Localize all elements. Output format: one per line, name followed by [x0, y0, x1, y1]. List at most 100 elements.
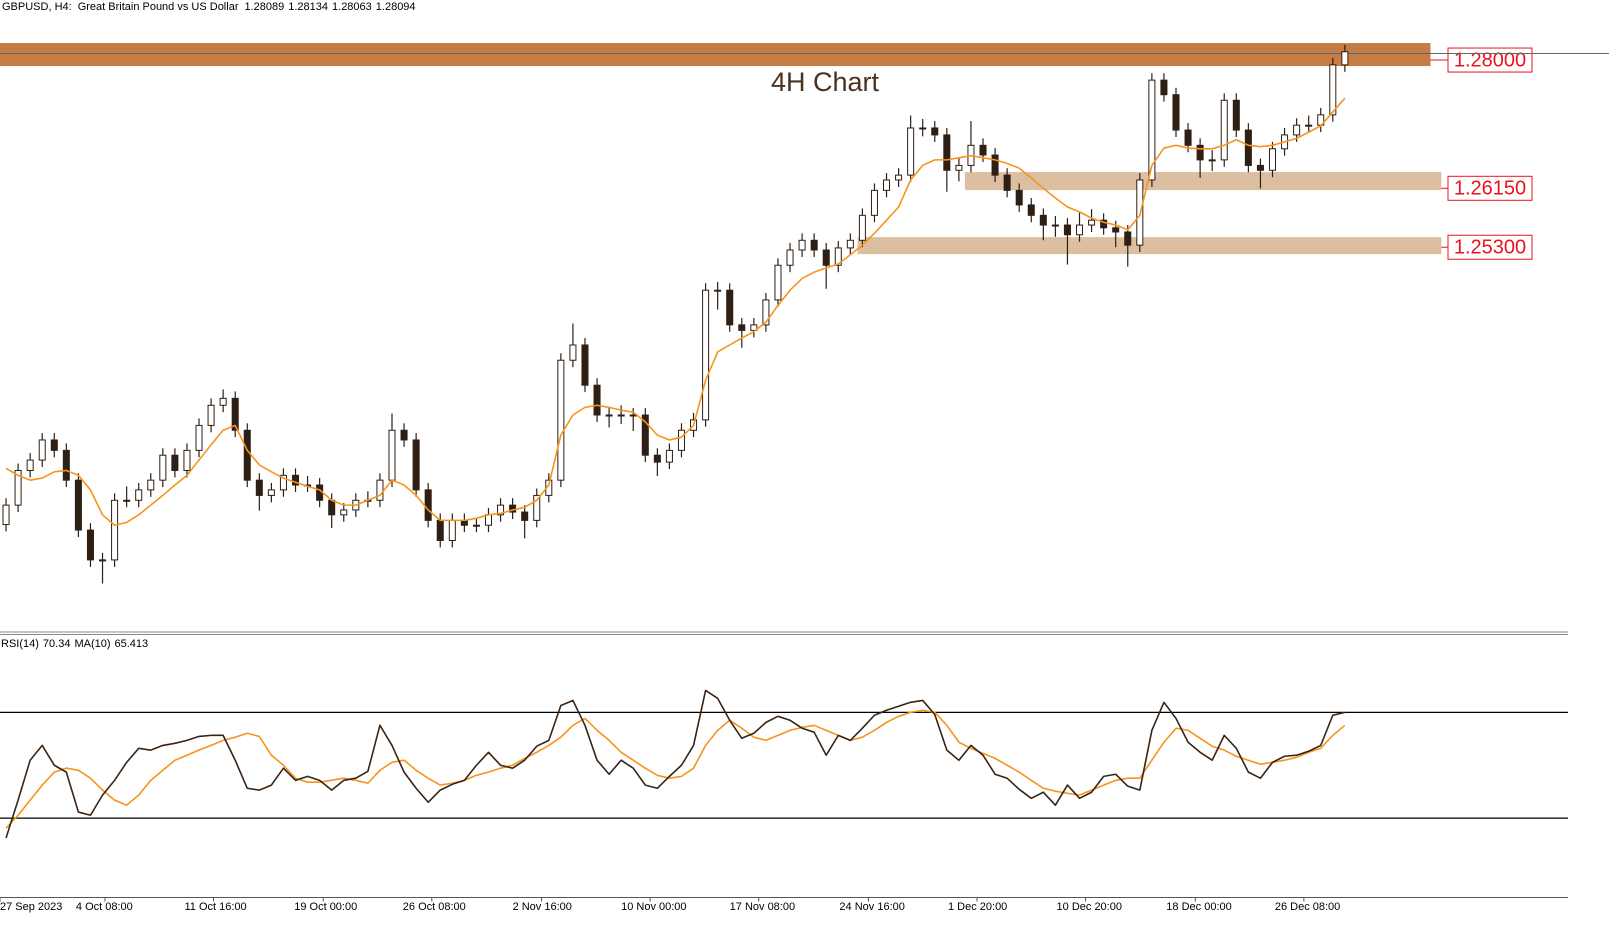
- x-tick-label: 11 Oct 16:00: [184, 901, 246, 913]
- candle-body: [1184, 129, 1192, 146]
- candle-body: [557, 359, 565, 481]
- candle-body: [123, 499, 131, 502]
- candle-body: [255, 479, 263, 496]
- candle-body: [1075, 224, 1084, 236]
- candle-body: [533, 494, 541, 521]
- candle-body: [1293, 124, 1301, 136]
- candle-body: [979, 144, 987, 156]
- candle-body: [484, 514, 493, 526]
- candle-body: [919, 127, 927, 130]
- candle-body: [593, 384, 601, 416]
- candle-body: [376, 479, 384, 501]
- candle-body: [1196, 144, 1204, 161]
- candle-body: [1148, 79, 1156, 181]
- candle-body: [774, 264, 782, 301]
- candle-body: [1039, 214, 1047, 226]
- candle-body: [798, 239, 806, 251]
- zone: [0, 43, 1431, 67]
- level-label-box: [1447, 234, 1533, 260]
- candle-body: [1244, 129, 1252, 166]
- candle-body: [786, 249, 794, 266]
- candle-body: [702, 289, 710, 421]
- candle-body: [653, 454, 661, 463]
- level-label: 1.26150: [1454, 178, 1526, 200]
- rsi-ma-name: MA(10): [74, 638, 110, 650]
- x-tick-label: 27 Sep 2023: [0, 901, 62, 913]
- candle-body: [1100, 219, 1108, 229]
- rsi-name: RSI(14): [1, 638, 39, 650]
- candle-body: [569, 344, 577, 361]
- candle-body: [750, 324, 758, 331]
- x-tick-label: 19 Oct 00:00: [294, 901, 357, 913]
- candle-body: [955, 164, 963, 171]
- level-label: 1.28000: [1454, 49, 1526, 71]
- candle-body: [521, 511, 529, 521]
- candle-body: [135, 489, 143, 501]
- zone: [857, 237, 1442, 255]
- candle-body: [147, 479, 155, 491]
- candle-body: [943, 134, 951, 171]
- candle-body: [207, 404, 215, 426]
- candle-body: [726, 289, 734, 326]
- candle-body: [738, 324, 746, 331]
- x-tick-label: 26 Oct 08:00: [403, 901, 466, 913]
- candle-body: [219, 397, 227, 406]
- candle-body: [1305, 124, 1313, 127]
- candle-body: [834, 247, 842, 266]
- level-label-box: [1447, 175, 1533, 201]
- candle-body: [388, 429, 396, 481]
- candle-body: [448, 519, 456, 541]
- x-tick-label: 18 Dec 00:00: [1166, 901, 1231, 913]
- candle-body: [111, 499, 119, 561]
- candle-body: [870, 189, 878, 216]
- candle-body: [497, 504, 505, 516]
- candle-body: [605, 414, 613, 417]
- annotation: 4H Chart: [771, 67, 880, 97]
- rsi-header: RSI(14) 70.34 MA(10) 65.413: [1, 638, 148, 650]
- candle-body: [581, 344, 589, 386]
- candle-body: [714, 289, 722, 292]
- candle-body: [1112, 227, 1120, 233]
- zone: [964, 172, 1442, 191]
- candle-body: [340, 509, 348, 516]
- candle-body: [1124, 231, 1132, 246]
- candle-body: [231, 397, 239, 431]
- candle-body: [183, 449, 191, 471]
- candle-body: [1232, 99, 1240, 131]
- candle-body: [1341, 51, 1349, 66]
- candle-body: [665, 449, 673, 463]
- candle-body: [14, 469, 22, 506]
- candle-body: [74, 479, 82, 531]
- candle-body: [1088, 219, 1096, 226]
- x-tick-label: 4 Oct 08:00: [76, 901, 133, 913]
- symbol: GBPUSD, H4:: [2, 1, 72, 13]
- high-price: 1.28134: [288, 1, 328, 13]
- candle-body: [99, 559, 107, 562]
- candle-body: [1063, 224, 1071, 236]
- x-tick-label: 24 Nov 16:00: [839, 901, 904, 913]
- candle-body: [279, 474, 287, 491]
- candle-body: [991, 154, 999, 176]
- candle-body: [907, 127, 915, 176]
- candle-body: [822, 249, 830, 266]
- low-price: 1.28063: [332, 1, 372, 13]
- candle-body: [1329, 64, 1337, 116]
- candle-body: [38, 439, 46, 461]
- candle-body: [400, 429, 408, 441]
- candle-body: [291, 474, 300, 486]
- moving-average: [5, 97, 1346, 527]
- candle-body: [762, 299, 770, 326]
- candle-body: [1172, 94, 1180, 131]
- candle-body: [267, 489, 275, 496]
- candle-body: [858, 214, 866, 241]
- candle-body: [1051, 224, 1059, 227]
- candle-body: [171, 454, 179, 471]
- candle-body: [617, 414, 625, 417]
- level-label: 1.25300: [1454, 237, 1526, 259]
- candle-body: [2, 504, 10, 526]
- x-tick-label: 26 Dec 08:00: [1275, 901, 1340, 913]
- candle-body: [883, 179, 891, 191]
- candle-body: [328, 499, 336, 516]
- candle-body: [26, 459, 34, 471]
